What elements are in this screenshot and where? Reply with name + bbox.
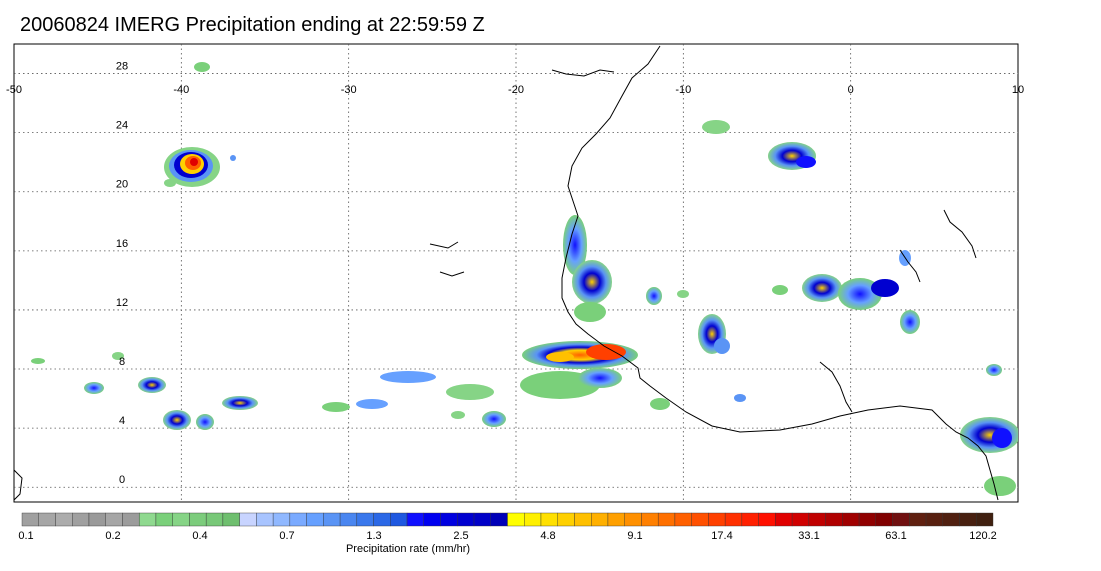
- colorbar-swatch: [942, 512, 960, 527]
- lat-tick-label: 12: [116, 297, 128, 309]
- colorbar-tick-label: 0.2: [105, 530, 121, 542]
- colorbar-tick-label: 120.2: [969, 530, 997, 542]
- colorbar-swatch: [155, 512, 173, 527]
- lat-tick-label: 0: [119, 474, 125, 486]
- colorbar-swatch: [708, 512, 726, 527]
- precipitation-field: [31, 62, 1018, 496]
- colorbar-swatch: [473, 512, 491, 527]
- colorbar-swatch: [138, 512, 157, 527]
- colorbar-tick-label: 17.4: [711, 530, 733, 542]
- colorbar-swatch: [423, 512, 441, 527]
- colorbar-swatch: [691, 512, 709, 527]
- colorbar-tick-label: 4.8: [540, 530, 556, 542]
- colorbar-swatch: [540, 512, 558, 527]
- colorbar-swatch: [842, 512, 860, 527]
- colorbar-swatch: [289, 512, 307, 527]
- colorbar-swatch: [657, 512, 676, 527]
- colorbar-swatch: [256, 512, 274, 527]
- colorbar-swatch: [406, 512, 424, 527]
- colorbar-swatch: [758, 512, 776, 527]
- colorbar-swatch: [976, 512, 994, 527]
- colorbar-swatch: [674, 512, 692, 527]
- colorbar-swatch: [373, 512, 391, 527]
- colorbar-swatch: [21, 512, 39, 527]
- colorbar-swatch: [55, 512, 73, 527]
- colorbar-swatch: [858, 512, 877, 527]
- colorbar-swatch: [88, 512, 106, 527]
- colorbar-title: Precipitation rate (mm/hr): [345, 543, 471, 555]
- lat-tick-label: 4: [119, 415, 125, 427]
- colorbar: [21, 512, 994, 527]
- colorbar-swatch: [808, 512, 826, 527]
- colorbar-swatch: [440, 512, 458, 527]
- colorbar-tick-label: 9.1: [627, 530, 643, 542]
- axis-tick-labels: -50 -40 -30 -20 -10 0 10 0 4 8 12 16 20 24 28: [6, 61, 1024, 487]
- colorbar-swatch: [172, 512, 190, 527]
- lat-tick-label: 8: [119, 356, 125, 368]
- map-title: 20060824 IMERG Precipitation ending at 2…: [20, 14, 485, 36]
- colorbar-swatch: [323, 512, 341, 527]
- colorbar-tick-label: 0.1: [18, 530, 34, 542]
- colorbar-swatch: [641, 512, 659, 527]
- colorbar-swatch: [457, 512, 475, 527]
- colorbar-swatch: [390, 512, 408, 527]
- colorbar-swatch: [825, 512, 843, 527]
- lat-tick-label: 20: [116, 179, 128, 191]
- lon-tick-label: -50: [6, 84, 22, 96]
- colorbar-swatch: [306, 512, 324, 527]
- lat-tick-label: 24: [116, 120, 128, 132]
- colorbar-swatch: [507, 512, 525, 527]
- colorbar-swatch: [892, 512, 910, 527]
- lon-tick-label: -10: [675, 84, 691, 96]
- colorbar-swatch: [875, 512, 893, 527]
- colorbar-swatch: [189, 512, 207, 527]
- lat-tick-label: 16: [116, 238, 128, 250]
- colorbar-swatch: [574, 512, 592, 527]
- colorbar-swatch: [607, 512, 625, 527]
- colorbar-swatch: [38, 512, 56, 527]
- colorbar-swatch: [775, 512, 793, 527]
- colorbar-swatch: [741, 512, 759, 527]
- colorbar-tick-label: 2.5: [453, 530, 469, 542]
- coastline: [14, 45, 999, 501]
- colorbar-tick-label: 1.3: [366, 530, 382, 542]
- colorbar-swatch: [122, 512, 140, 527]
- lon-tick-label: -40: [173, 84, 189, 96]
- colorbar-swatch: [239, 512, 257, 527]
- lon-tick-label: 0: [848, 84, 854, 96]
- lat-tick-label: 28: [116, 61, 128, 73]
- colorbar-swatch: [222, 512, 240, 527]
- colorbar-swatch: [624, 512, 642, 527]
- colorbar-tick-label: 0.4: [192, 530, 208, 542]
- lon-tick-label: 10: [1012, 84, 1024, 96]
- colorbar-swatch: [925, 512, 943, 527]
- colorbar-swatch: [205, 512, 224, 527]
- colorbar-swatch: [339, 512, 358, 527]
- colorbar-swatch: [272, 512, 291, 527]
- lon-tick-label: -20: [508, 84, 524, 96]
- colorbar-swatch: [591, 512, 609, 527]
- colorbar-tick-label: 63.1: [885, 530, 907, 542]
- colorbar-swatch: [791, 512, 810, 527]
- colorbar-swatch: [524, 512, 542, 527]
- colorbar-tick-label: 33.1: [798, 530, 820, 542]
- colorbar-swatch: [724, 512, 743, 527]
- colorbar-tick-label: 0.7: [279, 530, 295, 542]
- lon-tick-label: -30: [341, 84, 357, 96]
- colorbar-swatch: [105, 512, 123, 527]
- colorbar-swatch: [909, 512, 927, 527]
- colorbar-swatch: [490, 512, 508, 527]
- colorbar-swatch: [959, 512, 977, 527]
- colorbar-swatch: [557, 512, 575, 527]
- colorbar-swatch: [72, 512, 90, 527]
- colorbar-swatch: [356, 512, 374, 527]
